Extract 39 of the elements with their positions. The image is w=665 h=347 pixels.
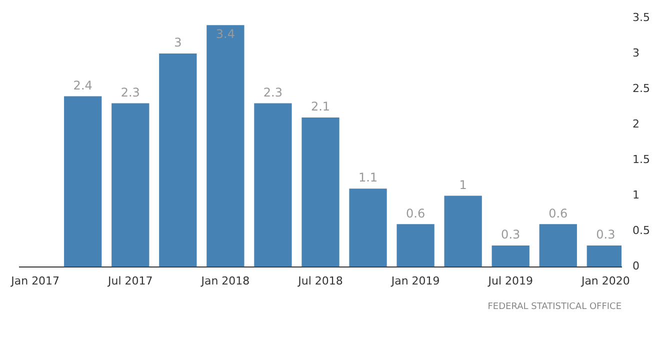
data-label: 1.1 xyxy=(358,170,378,185)
x-tick-label: Jan 2019 xyxy=(390,274,440,288)
y-tick-label: 3.5 xyxy=(632,10,650,24)
y-tick-label: 0.5 xyxy=(632,224,650,238)
bar xyxy=(159,54,197,267)
x-tick-label: Jan 2017 xyxy=(10,274,60,288)
y-tick-label: 3 xyxy=(632,46,640,60)
data-label: 3 xyxy=(174,36,182,50)
data-label: 0.6 xyxy=(548,206,568,220)
text: FEDERAL STATISTICAL OFFICE xyxy=(488,302,622,312)
x-tick-label: Jul 2018 xyxy=(297,274,343,288)
bar xyxy=(254,103,292,267)
x-tick-label: Jan 2018 xyxy=(200,274,250,288)
data-label: 0.3 xyxy=(501,228,520,242)
y-tick-label: 1.5 xyxy=(632,153,650,166)
bar xyxy=(492,245,530,267)
bar xyxy=(206,25,244,267)
bar xyxy=(349,188,387,267)
data-label: 3.4 xyxy=(216,27,235,42)
bar xyxy=(539,224,577,267)
bar xyxy=(396,224,434,267)
y-tick-label: 2.5 xyxy=(632,82,650,95)
y-tick-label: 0 xyxy=(632,260,640,273)
y-tick-label: 2 xyxy=(632,117,640,130)
data-label: 0.3 xyxy=(596,228,616,242)
data-label: 0.6 xyxy=(406,206,426,220)
bar xyxy=(302,118,340,267)
data-label: 2.3 xyxy=(120,85,140,100)
x-tick-label: Jan 2020 xyxy=(580,274,630,288)
bar xyxy=(64,96,102,267)
x-tick-label: Jul 2019 xyxy=(487,274,533,288)
y-tick-label: 1 xyxy=(632,188,640,202)
data-label: 1 xyxy=(459,178,467,192)
data-label: 2.3 xyxy=(263,85,283,100)
bar xyxy=(112,103,150,267)
x-tick-label: Jul 2017 xyxy=(107,274,153,288)
data-label: 2.1 xyxy=(310,100,330,114)
data-label: 2.4 xyxy=(73,78,92,92)
bar xyxy=(444,196,482,267)
